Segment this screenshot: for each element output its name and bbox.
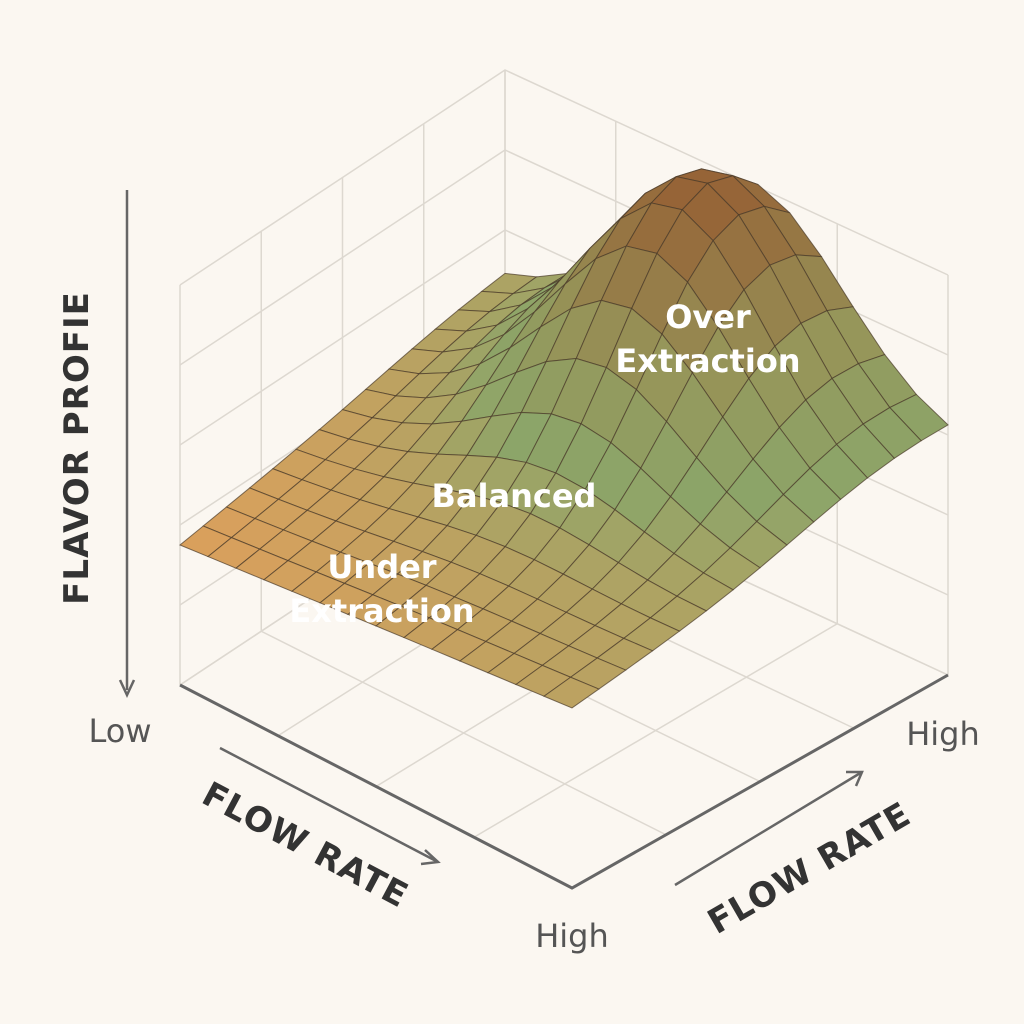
- region-label: Over: [665, 298, 751, 336]
- region-label: Balanced: [432, 477, 597, 515]
- surface: [179, 168, 949, 709]
- right-arrow: [674, 770, 863, 887]
- floor-edges: [179, 673, 949, 890]
- arrow-head: [846, 770, 864, 787]
- surface-cell: [542, 676, 600, 709]
- arrow-head: [420, 849, 441, 866]
- right-high-label: High: [906, 715, 980, 753]
- grid-line: [473, 623, 838, 838]
- low-label: Low: [88, 712, 151, 750]
- region-label: Under: [327, 548, 436, 586]
- vertical-axis-label: FLAVOR PROFIE: [57, 291, 97, 605]
- grid-line: [179, 69, 949, 286]
- region-label: Extraction: [289, 592, 474, 630]
- left-high-label: High: [535, 917, 609, 955]
- arrow-head: [118, 679, 136, 698]
- region-label: Extraction: [615, 342, 800, 380]
- left-arrow: [219, 746, 439, 864]
